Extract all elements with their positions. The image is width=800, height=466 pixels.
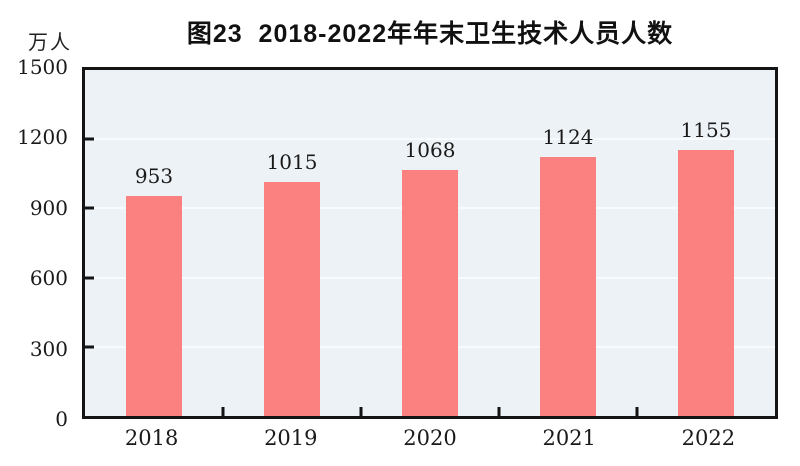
y-axis-tick-label: 1200: [17, 125, 68, 150]
x-axis-tick-mark: [497, 407, 501, 416]
y-axis-tick-mark: [85, 137, 94, 141]
chart-title: 图23 2018-2022年年末卫生技术人员人数: [186, 20, 674, 48]
x-axis-tick-mark: [635, 407, 639, 416]
x-axis-tick-mark: [359, 407, 363, 416]
bar-value-label: 1068: [404, 137, 456, 162]
x-axis-tick-label: 2018: [124, 426, 179, 450]
y-axis-tick-label: 0: [55, 407, 68, 431]
x-axis-tick-label: 2020: [403, 426, 457, 450]
x-axis-tick-mark: [221, 407, 225, 416]
x-axis-tick-label: 2022: [681, 426, 736, 450]
bar: [402, 169, 458, 416]
bar: [126, 196, 182, 416]
plot-area: 953 1015 1068 1124 1155: [82, 67, 778, 419]
bar: [678, 149, 734, 416]
y-axis-tick-label: 1500: [17, 55, 68, 79]
x-axis-tick-label: 2021: [542, 426, 596, 450]
y-axis-tick-mark: [85, 276, 94, 280]
bar: [264, 181, 320, 416]
bar-value-label: 1155: [680, 117, 732, 142]
y-axis-tick-label: 300: [29, 336, 68, 361]
bar-value-label: 953: [134, 164, 174, 189]
y-axis-tick-label: 600: [29, 266, 68, 291]
y-axis-tick-mark: [85, 345, 94, 349]
x-axis-tick-label: 2019: [264, 426, 318, 450]
bar-value-label: 1015: [266, 149, 318, 174]
y-axis-unit-label: 万人: [28, 30, 72, 54]
bar-value-label: 1124: [542, 124, 594, 149]
y-axis-tick-label: 900: [29, 195, 68, 220]
y-axis-tick-mark: [85, 206, 94, 210]
bar: [540, 156, 596, 416]
gridline: [85, 138, 775, 141]
